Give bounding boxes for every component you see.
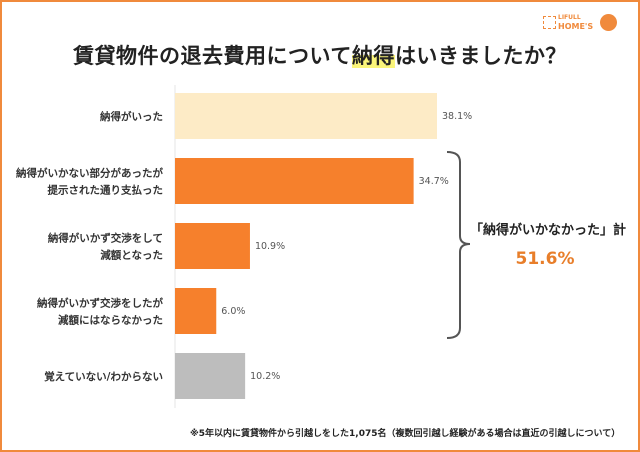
- value-label: 38.1%: [442, 111, 472, 122]
- bar: [175, 158, 414, 204]
- chart-title: 賃貸物件の退去費用について納得はいきましたか？: [0, 40, 640, 70]
- bar: [175, 93, 437, 139]
- bar: [175, 223, 250, 269]
- title-text-end: はいきましたか？: [394, 44, 567, 68]
- bar: [175, 288, 217, 334]
- category-label: 納得がいかず交渉をしたが: [37, 297, 163, 310]
- annotation-value: 51.6%: [515, 249, 575, 269]
- title-highlight: 納得: [351, 44, 395, 68]
- title-text: 賃貸物件の退去費用について: [73, 44, 352, 68]
- bar: [175, 353, 246, 399]
- footnote: ※5年以内に賃貸物件から引越しをした1,075名（複数回引越し経験がある場合は直…: [190, 429, 621, 439]
- value-label: 6.0%: [221, 306, 245, 317]
- annotation-label: 「納得がいかなかった」計: [470, 223, 627, 238]
- category-label: 提示された通り支払った: [48, 184, 164, 197]
- category-label: 納得がいった: [100, 110, 163, 123]
- category-label: 納得がいかない部分があったが: [16, 167, 163, 180]
- logo-line1: LIFULL: [558, 14, 581, 21]
- house-icon: [543, 16, 556, 29]
- category-label: 覚えていない/わからない: [44, 370, 163, 383]
- value-label: 34.7%: [419, 176, 449, 187]
- logo-line2: HOME'S: [558, 22, 594, 31]
- value-label: 10.2%: [250, 371, 280, 382]
- value-label: 10.9%: [255, 241, 285, 252]
- lifull-homes-logo: LIFULL HOME'S: [540, 11, 620, 35]
- category-label: 納得がいかず交渉をして: [48, 232, 163, 245]
- category-label: 減額となった: [100, 249, 163, 262]
- brace-bracket: [446, 151, 471, 339]
- mascot-icon: [600, 14, 617, 31]
- category-label: 減額にはならなかった: [58, 314, 163, 327]
